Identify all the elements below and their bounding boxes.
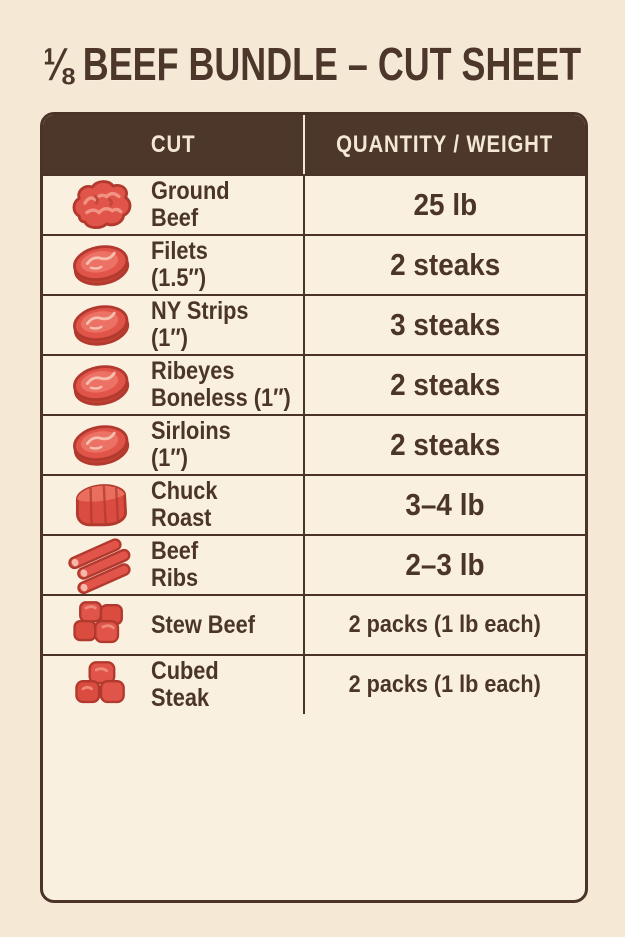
steak-icon [67, 296, 135, 354]
quantity-cell: 2 steaks [303, 416, 585, 474]
cut-label: Filets (1.5″) [151, 238, 208, 292]
table-row: NY Strips (1″) 3 steaks [43, 294, 585, 354]
cut-cell: Beef Ribs [43, 536, 303, 594]
cut-label: Ribeyes Boneless (1″) [151, 358, 291, 412]
cut-cell: Ribeyes Boneless (1″) [43, 356, 303, 414]
ribs-icon [67, 536, 135, 594]
cut-name-line1: Ground [151, 177, 230, 205]
table-body: Ground Beef 25 lb Filets (1.5″) 2 steaks… [43, 174, 585, 714]
cut-label: Sirloins (1″) [151, 418, 231, 472]
steak-icon [67, 416, 135, 474]
table-row: Stew Beef 2 packs (1 lb each) [43, 594, 585, 654]
quantity-value: 25 lb [413, 187, 477, 222]
cut-name-line1: Cubed [151, 657, 219, 685]
quantity-value: 2 steaks [389, 367, 501, 402]
table-header-row: CUT QUANTITY / WEIGHT [43, 115, 585, 174]
cut-label: Stew Beef [151, 610, 255, 639]
page-title-wrap: ⅛ BEEF BUNDLE – CUT SHEET [0, 30, 625, 98]
quantity-value: 3–4 lb [405, 487, 485, 522]
cut-name-line2: Boneless (1″) [151, 384, 291, 412]
table-row: Cubed Steak 2 packs (1 lb each) [43, 654, 585, 714]
quantity-cell: 3 steaks [303, 296, 585, 354]
table-row: Filets (1.5″) 2 steaks [43, 234, 585, 294]
table-row: Sirloins (1″) 2 steaks [43, 414, 585, 474]
quantity-cell: 3–4 lb [303, 476, 585, 534]
quantity-cell: 2 packs (1 lb each) [303, 596, 585, 654]
header-cell-quantity: QUANTITY / WEIGHT [303, 115, 585, 174]
quantity-cell: 25 lb [303, 176, 585, 234]
cut-cell: Chuck Roast [43, 476, 303, 534]
header-quantity-label: QUANTITY / WEIGHT [336, 130, 554, 158]
cut-label: Ground Beef [151, 178, 230, 232]
cut-name-line1: Chuck [151, 477, 218, 505]
ground-beef-icon [67, 176, 135, 234]
cut-name-line2: Beef [151, 204, 199, 232]
header-cut-label: CUT [150, 130, 196, 158]
cut-sheet-table: CUT QUANTITY / WEIGHT Ground Beef 25 lb … [40, 112, 588, 903]
cubed-steak-icon [67, 656, 135, 714]
table-row: Chuck Roast 3–4 lb [43, 474, 585, 534]
cut-name-line2: (1.5″) [151, 264, 207, 292]
stew-cubes-icon [67, 596, 135, 654]
cut-name-line2: Ribs [151, 564, 199, 592]
cut-cell: NY Strips (1″) [43, 296, 303, 354]
table-row: Beef Ribs 2–3 lb [43, 534, 585, 594]
cut-name-line1: Filets [151, 237, 208, 265]
page-title: ⅛ BEEF BUNDLE – CUT SHEET [43, 38, 582, 90]
quantity-value: 2–3 lb [405, 547, 485, 582]
header-cell-cut: CUT [43, 115, 303, 174]
cut-name-line2: Roast [151, 504, 212, 532]
cut-name-line1: Beef [151, 537, 199, 565]
cut-cell: Ground Beef [43, 176, 303, 234]
cut-name-line2: Steak [151, 684, 210, 712]
quantity-cell: 2–3 lb [303, 536, 585, 594]
cut-name-line1: Sirloins [151, 417, 231, 445]
cut-cell: Stew Beef [43, 596, 303, 654]
cut-cell: Sirloins (1″) [43, 416, 303, 474]
cut-cell: Filets (1.5″) [43, 236, 303, 294]
quantity-value: 2 steaks [389, 427, 501, 462]
cut-name-line1: Ribeyes [151, 357, 235, 385]
steak-icon [67, 236, 135, 294]
quantity-cell: 2 packs (1 lb each) [303, 656, 585, 714]
cut-label: Chuck Roast [151, 478, 217, 532]
cut-name-line2: (1″) [151, 324, 189, 352]
quantity-value: 2 packs (1 lb each) [348, 611, 542, 638]
roast-icon [67, 476, 135, 534]
quantity-cell: 2 steaks [303, 236, 585, 294]
cut-label: NY Strips (1″) [151, 298, 249, 352]
quantity-value: 2 steaks [389, 247, 501, 282]
cut-name-line1: NY Strips [151, 297, 249, 325]
steak-icon [67, 356, 135, 414]
cut-cell: Cubed Steak [43, 656, 303, 714]
cut-label: Beef Ribs [151, 538, 198, 592]
table-row: Ribeyes Boneless (1″) 2 steaks [43, 354, 585, 414]
cut-name-line1: Stew Beef [151, 610, 255, 639]
quantity-value: 3 steaks [389, 307, 501, 342]
cut-name-line2: (1″) [151, 444, 189, 472]
quantity-value: 2 packs (1 lb each) [348, 671, 542, 698]
table-row: Ground Beef 25 lb [43, 174, 585, 234]
cut-label: Cubed Steak [151, 658, 219, 712]
quantity-cell: 2 steaks [303, 356, 585, 414]
